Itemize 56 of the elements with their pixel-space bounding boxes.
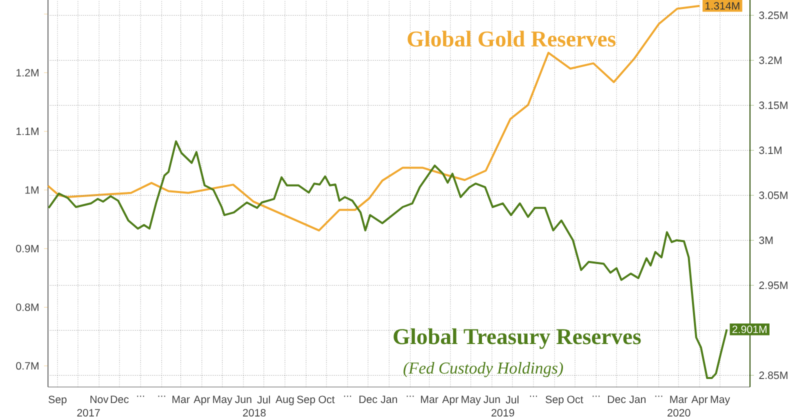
x-tick-label: Jun bbox=[235, 396, 252, 404]
y2-tick-label: 2.85M bbox=[759, 372, 788, 380]
text: Global Treasury Reserves bbox=[394, 328, 641, 349]
x-tick-label: Sep bbox=[546, 396, 564, 406]
text: 2019 bbox=[492, 409, 514, 417]
x-tick-label: ... bbox=[158, 396, 166, 397]
x-tick-label: ... bbox=[530, 396, 537, 397]
x-tick-label: Apr bbox=[442, 396, 458, 406]
x-tick-label: Jul bbox=[506, 396, 518, 404]
x-tick-label: Mar bbox=[421, 396, 438, 404]
x-tick-label: Sep bbox=[48, 396, 67, 406]
x-tick-label: May bbox=[462, 396, 481, 406]
x-tick-label: Mar bbox=[670, 396, 688, 404]
x-tick-label: Apr bbox=[194, 396, 210, 406]
data-label: 2.901M bbox=[732, 326, 766, 334]
x-tick-label: Oct bbox=[318, 396, 335, 404]
x-tick-label: Apr bbox=[691, 396, 708, 406]
y-tick-label: 0.7M bbox=[16, 362, 38, 370]
y2-tick-label: 3.05M bbox=[759, 192, 788, 200]
y-tick-label: 1.2M bbox=[16, 69, 38, 76]
x-tick-label: ... bbox=[655, 396, 662, 397]
y-tick-label: 0.9M bbox=[16, 244, 38, 252]
y2-tick-label: 3.15M bbox=[759, 102, 788, 110]
x-tick-label: Jun bbox=[484, 396, 500, 404]
text: 2018 bbox=[243, 409, 266, 417]
text: 2017 bbox=[77, 409, 100, 417]
x-tick-label: Dec bbox=[608, 396, 626, 404]
x-tick-label: ... bbox=[406, 396, 414, 397]
y2-tick-label: 3M bbox=[759, 236, 773, 244]
x-tick-label: Jul bbox=[257, 396, 270, 404]
y2-tick-label: 3.2M bbox=[759, 56, 782, 64]
x-tick-label: May bbox=[213, 396, 232, 406]
text: 2020 bbox=[668, 409, 690, 417]
x-tick-label: Jan bbox=[380, 396, 398, 404]
x-tick-label: ... bbox=[344, 396, 352, 397]
x-tick-label: Nov bbox=[90, 396, 108, 404]
data-label: 1.314M bbox=[706, 2, 740, 10]
x-tick-label: Dec bbox=[110, 396, 129, 404]
x-tick-label: May bbox=[710, 396, 730, 406]
x-tick-label: Aug bbox=[276, 396, 294, 406]
y-tick-label: 1M bbox=[25, 186, 38, 194]
x-tick-label: Dec bbox=[359, 396, 378, 404]
y2-tick-label: 3.25M bbox=[759, 12, 788, 20]
x-tick-label: Oct bbox=[567, 396, 584, 404]
x-tick-label: Jan bbox=[629, 396, 646, 404]
series-label: Global Gold Reserves bbox=[408, 30, 616, 47]
x-tick-label: ... bbox=[592, 396, 600, 397]
y-tick-label: 1.1M bbox=[16, 128, 38, 135]
y2-tick-label: 3.1M bbox=[759, 146, 782, 154]
y-tick-label: 0.8M bbox=[16, 303, 38, 312]
x-tick-label: Sep bbox=[297, 396, 316, 406]
line-series bbox=[47, 4, 701, 232]
x-tick-label: Mar bbox=[172, 396, 190, 404]
annotation: (Fed Custody Holdings) bbox=[404, 362, 563, 378]
x-tick-label: ... bbox=[137, 396, 144, 397]
y2-tick-label: 2.95M bbox=[759, 282, 788, 290]
